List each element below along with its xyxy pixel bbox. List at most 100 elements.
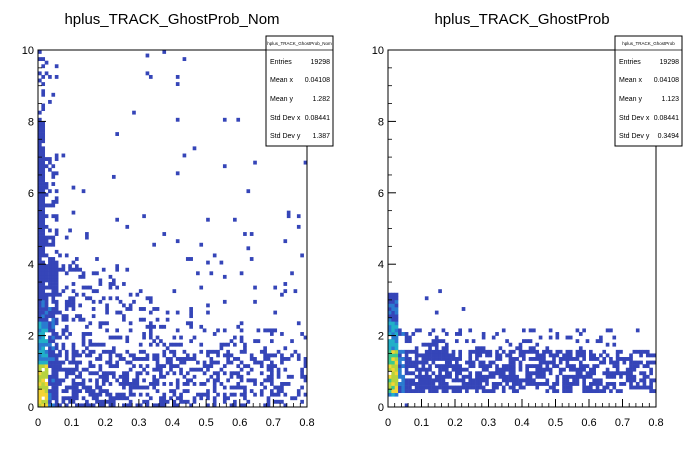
right-heatmap-cell-724	[635, 360, 640, 365]
right-heatmap-cell-94	[398, 353, 402, 358]
left-heatmap-cell-827	[175, 239, 180, 244]
left-heatmap-cell-817	[175, 403, 180, 408]
left-heatmap-cell-503	[85, 324, 89, 329]
left-heatmap-cell-349	[54, 217, 59, 222]
right-heatmap-cell-253	[444, 367, 449, 372]
right-heatmap-cell-718	[632, 364, 637, 369]
right-heatmap-cell-669	[609, 371, 613, 376]
left-heatmap-cell-830	[179, 396, 183, 401]
right-heatmap-cell-329	[471, 339, 476, 344]
left-heatmap-cell-526	[91, 392, 96, 397]
left-heatmap-cell-760	[155, 364, 160, 369]
left-heatmap-cell-842	[182, 360, 187, 365]
right-heatmap-cell-346	[478, 360, 483, 365]
left-heatmap-cell-884	[199, 324, 204, 329]
right-heatmap-cell-202	[431, 371, 436, 376]
right-heatmap-cell-749	[649, 378, 653, 383]
right-heatmap-cell-540	[555, 364, 560, 369]
right-heatmap-cell-310	[465, 360, 469, 365]
left-heatmap-cell-1092	[283, 382, 288, 386]
left-heatmap-cell-726	[145, 357, 150, 361]
left-heatmap-cell-551	[98, 392, 103, 397]
right-heatmap-cell-42	[391, 339, 395, 344]
left-heatmap-cell-1005	[246, 364, 251, 369]
right-heatmap-cell-533	[552, 360, 556, 365]
right-heatmap-cell-364	[485, 374, 489, 379]
right-heatmap-cell-678	[612, 360, 617, 365]
left-heatmap-cell-11	[38, 364, 42, 369]
right-heatmap-cell-130	[408, 339, 412, 344]
right-heatmap-cell-559	[565, 385, 570, 390]
left-heatmap-cell-460	[74, 349, 79, 354]
left-heatmap-cell-199	[44, 278, 49, 283]
right-heatmap-cell-541	[555, 353, 560, 358]
left-heatmap-cell-770	[159, 396, 163, 401]
left-heatmap-cell-653	[122, 303, 126, 308]
left-heatmap-cell-695	[135, 371, 140, 376]
left-heatmap-cell-981	[239, 385, 244, 390]
left-x-tick-label-1: 0.1	[64, 417, 79, 429]
left-heatmap-cell-8	[38, 374, 42, 379]
right-heatmap-cell-283	[455, 364, 459, 369]
left-heatmap-cell-194	[44, 303, 49, 308]
left-heatmap-cell-919	[212, 371, 217, 376]
left-heatmap-cell-78	[38, 124, 42, 129]
right-heatmap-cell-461	[525, 378, 529, 383]
left-heatmap-cell-1028	[259, 389, 264, 394]
right-heatmap-cell-552	[562, 382, 566, 386]
left-heatmap-cell-586	[105, 321, 109, 326]
right-heatmap-cell-245	[441, 346, 446, 351]
left-heatmap-cell-4	[38, 389, 42, 394]
right-heatmap-cell-201	[431, 378, 436, 383]
left-heatmap-cell-368	[58, 310, 62, 315]
left-heatmap-cell-971	[233, 217, 237, 222]
right-heatmap-cell-184	[424, 296, 429, 301]
left-heatmap-cell-421	[68, 264, 72, 269]
right-heatmap-cell-757	[652, 353, 657, 358]
left-heatmap-cell-388	[64, 403, 69, 408]
right-heatmap-cell-262	[448, 385, 452, 390]
right-heatmap-cell-596	[578, 371, 583, 376]
left-heatmap-cell-260	[48, 74, 52, 79]
left-heatmap-cell-1143	[192, 146, 197, 151]
left-heatmap-cell-332	[54, 310, 59, 315]
left-heatmap-cell-257	[48, 160, 52, 165]
right-heatmap-cell-198	[431, 389, 436, 394]
left-heatmap-cell-478	[81, 403, 86, 408]
left-heatmap-cell-1134	[175, 82, 180, 86]
left-heatmap-cell-34	[38, 282, 42, 286]
right-heatmap-cell-147	[414, 357, 419, 361]
left-heatmap-cell-540	[95, 385, 99, 390]
left-heatmap-cell-932	[219, 382, 224, 386]
right-heatmap-cell-36	[391, 360, 395, 365]
left-heatmap-cell-864	[189, 307, 193, 311]
right-heatmap-cell-633	[592, 371, 596, 376]
left-heatmap-cell-538	[95, 396, 99, 401]
right-heatmap-cell-332	[475, 382, 479, 386]
right-heatmap-cell-269	[451, 389, 456, 394]
left-heatmap-cell-843	[182, 357, 187, 361]
right-heatmap-cell-331	[475, 385, 479, 390]
right-heatmap-cell-208	[431, 339, 436, 344]
right-heatmap-cell-381	[491, 360, 496, 365]
left-heatmap-cell-563	[98, 282, 103, 286]
right-heatmap-cell-59	[394, 382, 399, 386]
left-heatmap-cell-650	[122, 357, 126, 361]
right-heatmap-cell-395	[498, 367, 503, 372]
right-heatmap-cell-288	[458, 389, 462, 394]
right-heatmap-cell-154	[418, 382, 422, 386]
left-heatmap-cell-1036	[263, 378, 267, 383]
left-heatmap-cell-432	[71, 360, 76, 365]
left-heatmap-cell-720	[145, 403, 150, 408]
right-heatmap-cell-589	[575, 367, 580, 372]
left-heatmap-cell-774	[159, 364, 163, 369]
right-heatmap-cell-12	[388, 346, 392, 351]
right-heatmap-cell-686	[615, 357, 620, 361]
left-heatmap-cell-544	[95, 357, 99, 361]
right-heatmap-cell-530	[552, 385, 556, 390]
right-heatmap-cell-614	[582, 328, 586, 333]
left-heatmap-cell-216	[44, 71, 49, 76]
left-heatmap-cell-465	[74, 257, 79, 261]
left-stats-box-frame	[265, 35, 334, 147]
right-heatmap-cell-507	[542, 371, 546, 376]
